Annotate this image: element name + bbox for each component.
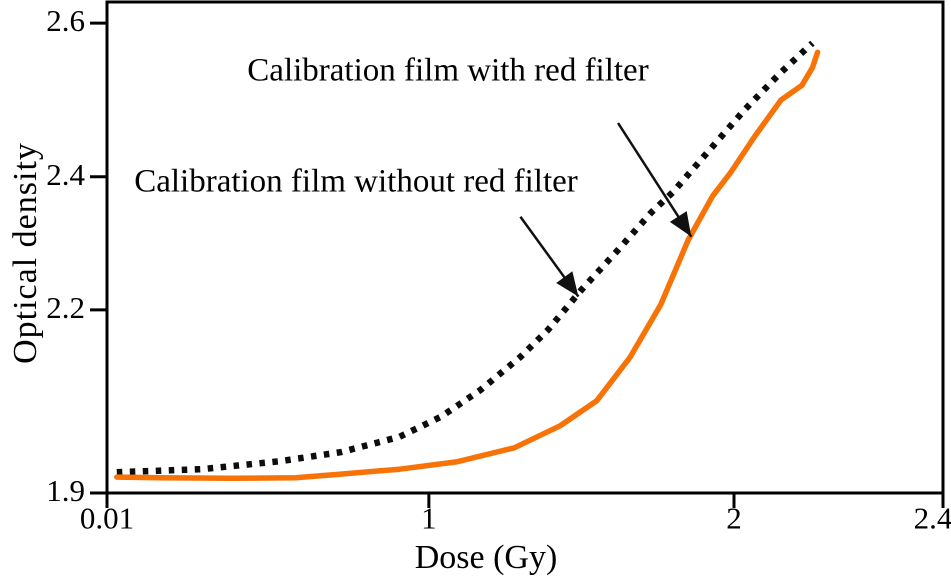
x-axis-tick-label: 1 <box>421 500 437 535</box>
x-axis-title: Dose (Gy) <box>414 539 558 576</box>
plot-border <box>105 0 945 495</box>
y-axis-tick-label: 2.6 <box>46 3 85 38</box>
series-line-with-red-filter <box>114 49 821 482</box>
annotation-arrow <box>616 122 693 238</box>
annotation-arrow <box>519 215 580 298</box>
y-axis-tick-label: 2.4 <box>46 157 85 192</box>
x-axis-tick-label: 0.01 <box>80 500 134 535</box>
x-axis-ticks: 0.01 1 2 2.4 <box>80 493 951 535</box>
y-axis-ticks: 1.9 2.2 2.4 2.6 <box>46 3 107 508</box>
annotation-label-without-red-filter: Calibration film without red filter <box>134 163 578 200</box>
annotation-arrows <box>519 122 693 298</box>
series-line-without-red-filter <box>116 40 815 476</box>
x-axis-tick-label: 2.4 <box>914 500 951 535</box>
annotation-label-with-red-filter: Calibration film with red filter <box>247 52 649 89</box>
y-axis-title: Optical density <box>7 142 44 364</box>
y-axis-tick-label: 1.9 <box>46 473 85 508</box>
x-axis-tick-label: 2 <box>726 500 742 535</box>
y-axis-tick-label: 2.2 <box>46 290 85 325</box>
